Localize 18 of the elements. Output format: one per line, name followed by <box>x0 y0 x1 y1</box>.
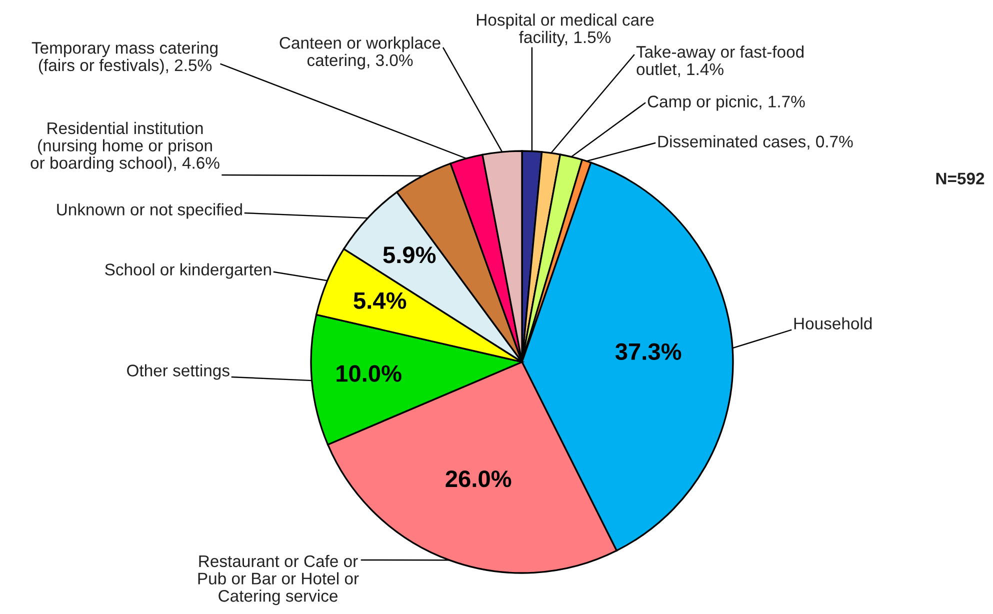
data-label: 5.9% <box>383 246 436 264</box>
slice-label: Canteen or workplace catering, 3.0% <box>280 36 440 70</box>
data-label: 5.4% <box>354 292 406 309</box>
slice-label: School or kindergarten <box>105 263 271 279</box>
slice-label: Unknown or not specified <box>57 203 242 219</box>
data-label: 37.3% <box>615 343 682 360</box>
slice-label: Take-away or fast-food outlet, 1.4% <box>636 46 804 78</box>
text: N=592 <box>936 172 984 184</box>
slice-label: Household <box>794 317 872 330</box>
slice-label: Temporary mass catering (fairs or festivals), 2.5% <box>32 42 218 74</box>
slice-label: Hospital or medical care facility, 1.5% <box>476 14 654 46</box>
data-label: 26.0% <box>446 470 512 488</box>
slice-label: Restaurant or Cafe or Pub or Bar or Hotel or Catering service <box>198 554 359 606</box>
slice-label: Camp or picnic, 1.7% <box>648 95 805 111</box>
slice-label: Other settings <box>127 364 230 380</box>
slice-label: Residential institution (nursing home or prison or boarding school), 4.6% <box>30 122 220 172</box>
data-label: 10.0% <box>336 365 402 382</box>
slice-label: Disseminated cases, 0.7% <box>658 135 853 150</box>
